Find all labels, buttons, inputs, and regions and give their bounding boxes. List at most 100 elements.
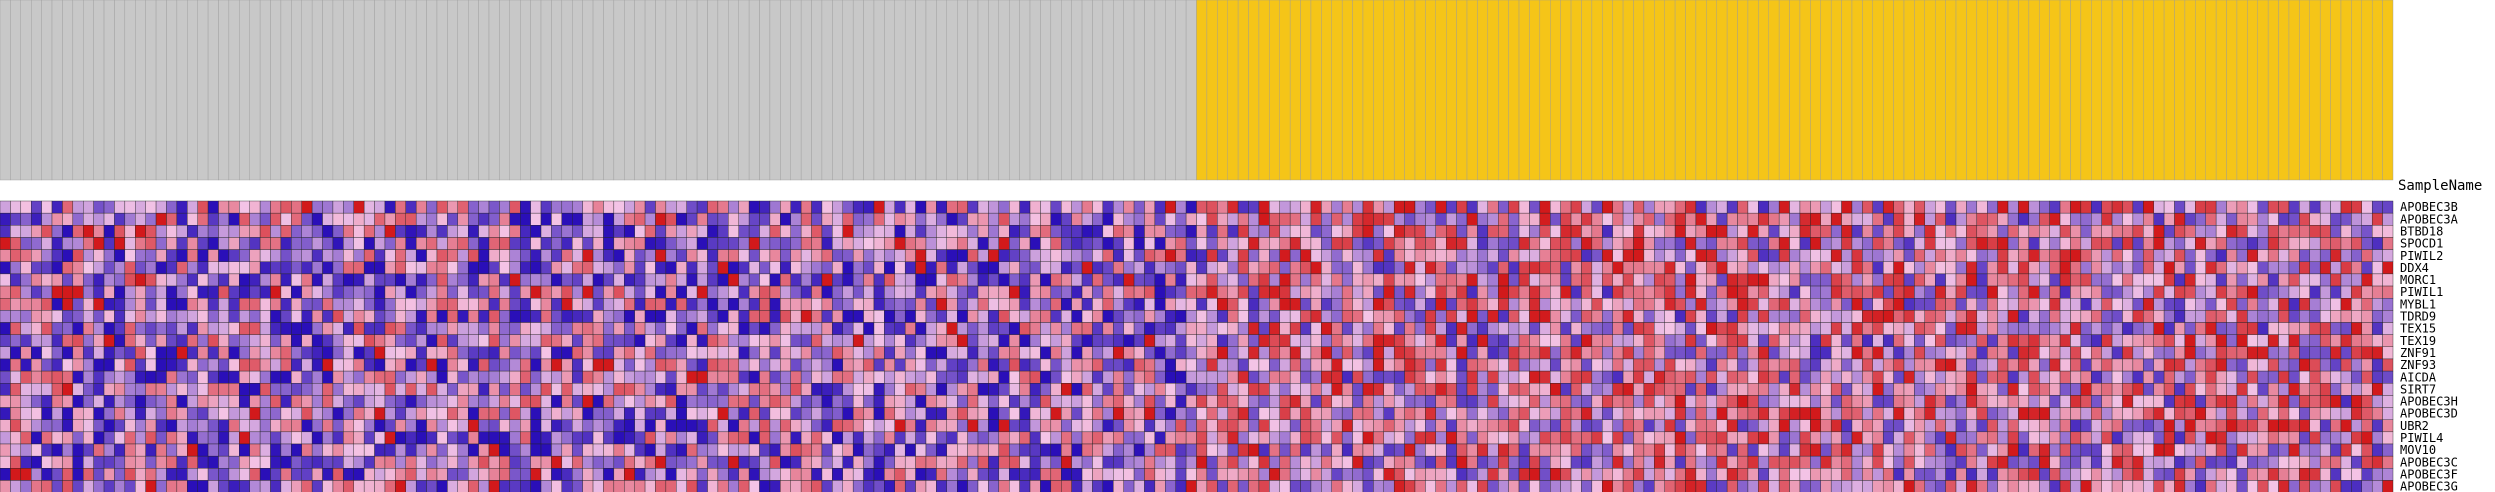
heatmap-cell [51, 346, 63, 360]
heatmap-cell [280, 358, 292, 372]
heatmap-cell [176, 200, 188, 214]
heatmap-cell [530, 237, 542, 250]
heatmap-cell [405, 249, 417, 262]
heatmap-cell [842, 285, 854, 299]
heatmap-cell [863, 407, 875, 420]
heatmap-cell [1487, 261, 1499, 275]
heatmap-cell [1654, 358, 1665, 372]
heatmap-cell [873, 346, 885, 360]
heatmap-cell [1997, 370, 2009, 384]
heatmap-cell [2319, 395, 2331, 408]
heatmap-cell [1706, 237, 1717, 250]
heatmap-cell [2018, 431, 2030, 445]
heatmap-cell [738, 370, 750, 384]
heatmap-cell [1664, 237, 1676, 250]
heatmap-cell [2049, 225, 2061, 238]
heatmap-cell [259, 249, 271, 262]
heatmap-cell [1466, 285, 1478, 299]
heatmap-cell [145, 431, 157, 445]
heatmap-cell [1217, 346, 1228, 360]
heatmap-cell [135, 249, 146, 262]
heatmap-cell [1581, 249, 1593, 262]
heatmap-cell [925, 407, 937, 420]
column-header-cell [644, 0, 656, 181]
heatmap-cell [343, 261, 354, 275]
heatmap-cell [1737, 346, 1749, 360]
heatmap-cell [561, 443, 573, 457]
heatmap-cell [270, 419, 282, 433]
heatmap-cell [717, 370, 729, 384]
heatmap-cell [800, 419, 812, 433]
heatmap-cell [811, 285, 823, 299]
heatmap-cell [135, 358, 146, 372]
heatmap-cell [1602, 431, 1613, 445]
heatmap-cell [1862, 237, 1873, 250]
heatmap-cell [2236, 200, 2248, 214]
heatmap-cell [1924, 285, 1936, 299]
heatmap-cell [1445, 225, 1457, 238]
heatmap-cell [1706, 225, 1717, 238]
heatmap-cell [1872, 431, 1884, 445]
heatmap-cell [520, 370, 531, 384]
heatmap-cell [2319, 261, 2331, 275]
heatmap-cell [2247, 370, 2258, 384]
heatmap-cell [2049, 322, 2061, 335]
heatmap-cell [20, 322, 32, 335]
heatmap-cell [613, 334, 625, 347]
heatmap-cell [1092, 322, 1104, 335]
heatmap-cell [1872, 200, 1884, 214]
heatmap-cell [176, 419, 188, 433]
heatmap-cell [1373, 285, 1384, 299]
column-header-cell [1165, 0, 1176, 181]
heatmap-cell [1550, 285, 1561, 299]
heatmap-cell [166, 200, 178, 214]
heatmap-cell [1300, 212, 1312, 226]
heatmap-cell [1425, 407, 1437, 420]
heatmap-cell [1289, 322, 1301, 335]
heatmap-cell [10, 407, 21, 420]
heatmap-cell [936, 249, 947, 262]
heatmap-cell [2111, 383, 2123, 396]
heatmap-cell [1789, 212, 1801, 226]
heatmap-cell [1445, 322, 1457, 335]
heatmap-cell [1019, 261, 1031, 275]
heatmap-cell [1373, 383, 1384, 396]
heatmap-cell [582, 200, 594, 214]
column-header-cell [1789, 0, 1801, 181]
heatmap-cell [1987, 212, 1998, 226]
heatmap-cell [1009, 383, 1020, 396]
heatmap-cell [1321, 225, 1332, 238]
heatmap-cell [2059, 249, 2071, 262]
heatmap-cell [332, 334, 344, 347]
heatmap-cell [1061, 285, 1072, 299]
heatmap-cell [228, 334, 240, 347]
heatmap-cell [499, 285, 511, 299]
heatmap-cell [1862, 249, 1873, 262]
heatmap-cell [676, 261, 687, 275]
heatmap-cell [780, 249, 791, 262]
heatmap-cell [1435, 431, 1447, 445]
heatmap-cell [114, 407, 126, 420]
heatmap-cell [1362, 249, 1374, 262]
heatmap-cell [1029, 407, 1041, 420]
heatmap-cell [1435, 395, 1447, 408]
heatmap-cell [1893, 346, 1905, 360]
heatmap-cell [728, 273, 739, 287]
column-header-cell [1747, 0, 1759, 181]
heatmap-cell [0, 370, 11, 384]
heatmap-cell [2257, 395, 2269, 408]
heatmap-cell [426, 273, 438, 287]
column-header-cell [1872, 0, 1884, 181]
heatmap-cell [655, 237, 667, 250]
heatmap-cell [780, 334, 791, 347]
heatmap-cell [998, 395, 1010, 408]
heatmap-cell [2205, 358, 2217, 372]
heatmap-cell [1685, 273, 1697, 287]
column-header-cell [873, 0, 885, 181]
heatmap-cell [1820, 322, 1832, 335]
heatmap-cell [1716, 407, 1728, 420]
heatmap-cell [415, 249, 427, 262]
heatmap-cell [374, 200, 386, 214]
heatmap-cell [936, 419, 947, 433]
heatmap-cell [499, 431, 511, 445]
